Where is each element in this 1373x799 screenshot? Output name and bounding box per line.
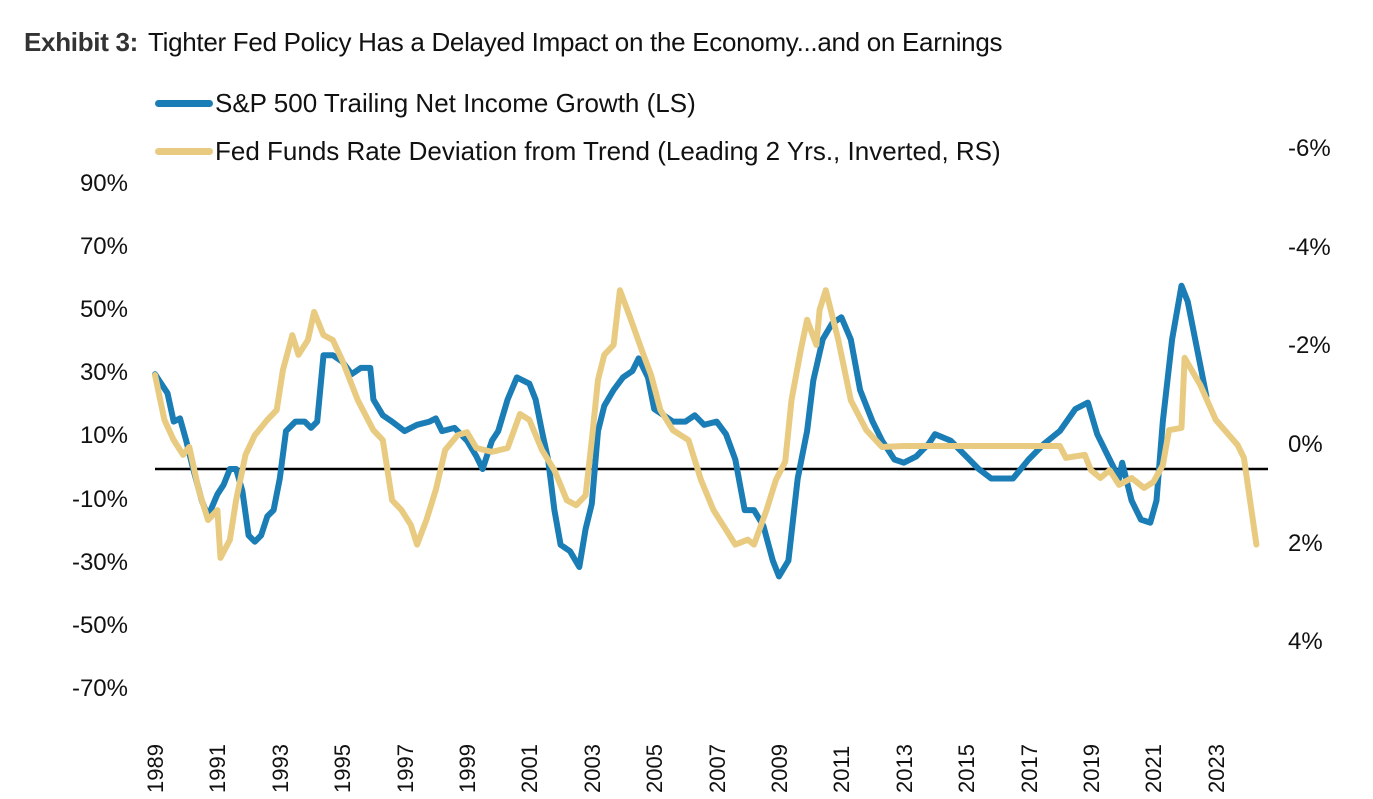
- legend-label-net-income: S&P 500 Trailing Net Income Growth (LS): [215, 88, 696, 118]
- y-tick-left: -50%: [71, 612, 128, 639]
- y-tick-left: 10%: [79, 422, 128, 450]
- y-tick-left: 30%: [79, 359, 128, 387]
- y-tick-left: -70%: [71, 675, 128, 703]
- legend-swatch-fed-funds: [155, 148, 213, 155]
- series-line-net-income-growth: [152, 282, 1210, 580]
- chart-title-lead: Exhibit 3:: [24, 27, 139, 57]
- y-tick-right: -4%: [1288, 233, 1331, 261]
- legend-item-fed-funds: Fed Funds Rate Deviation from Trend (Lea…: [155, 136, 1001, 167]
- y-tick-right: -2%: [1288, 332, 1331, 360]
- chart-title: Exhibit 3: Tighter Fed Policy Has a Delay…: [24, 27, 1003, 58]
- legend-label-fed-funds: Fed Funds Rate Deviation from Trend (Lea…: [215, 136, 1001, 166]
- y-tick-left: -30%: [71, 548, 128, 576]
- y-tick-left: 90%: [79, 169, 128, 197]
- y-tick-left: 70%: [79, 232, 128, 260]
- series-line-fed-funds-deviation: [152, 287, 1260, 561]
- y-tick-right: 0%: [1288, 431, 1323, 458]
- y-tick-left: -10%: [71, 485, 128, 513]
- y-tick-right: 2%: [1288, 529, 1323, 557]
- chart-title-text: Tighter Fed Policy Has a Delayed Impact …: [148, 27, 1003, 57]
- y-tick-right: 4%: [1288, 628, 1323, 656]
- y-tick-right: -6%: [1288, 135, 1331, 163]
- y-tick-left: 50%: [79, 296, 128, 323]
- legend-swatch-net-income: [155, 100, 213, 107]
- legend-item-net-income: S&P 500 Trailing Net Income Growth (LS): [155, 88, 696, 119]
